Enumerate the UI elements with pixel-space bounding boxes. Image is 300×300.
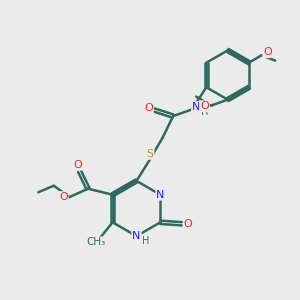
- Text: O: O: [263, 47, 272, 57]
- Text: N: N: [132, 231, 141, 241]
- Text: H: H: [201, 107, 208, 117]
- Text: CH₃: CH₃: [86, 237, 106, 248]
- Text: O: O: [74, 160, 82, 170]
- Text: O: O: [200, 101, 209, 111]
- Text: O: O: [184, 219, 192, 229]
- Text: H: H: [142, 236, 150, 247]
- Text: N: N: [156, 190, 165, 200]
- Text: S: S: [146, 149, 154, 159]
- Text: O: O: [144, 103, 153, 113]
- Text: O: O: [59, 192, 68, 202]
- Text: N: N: [192, 102, 200, 112]
